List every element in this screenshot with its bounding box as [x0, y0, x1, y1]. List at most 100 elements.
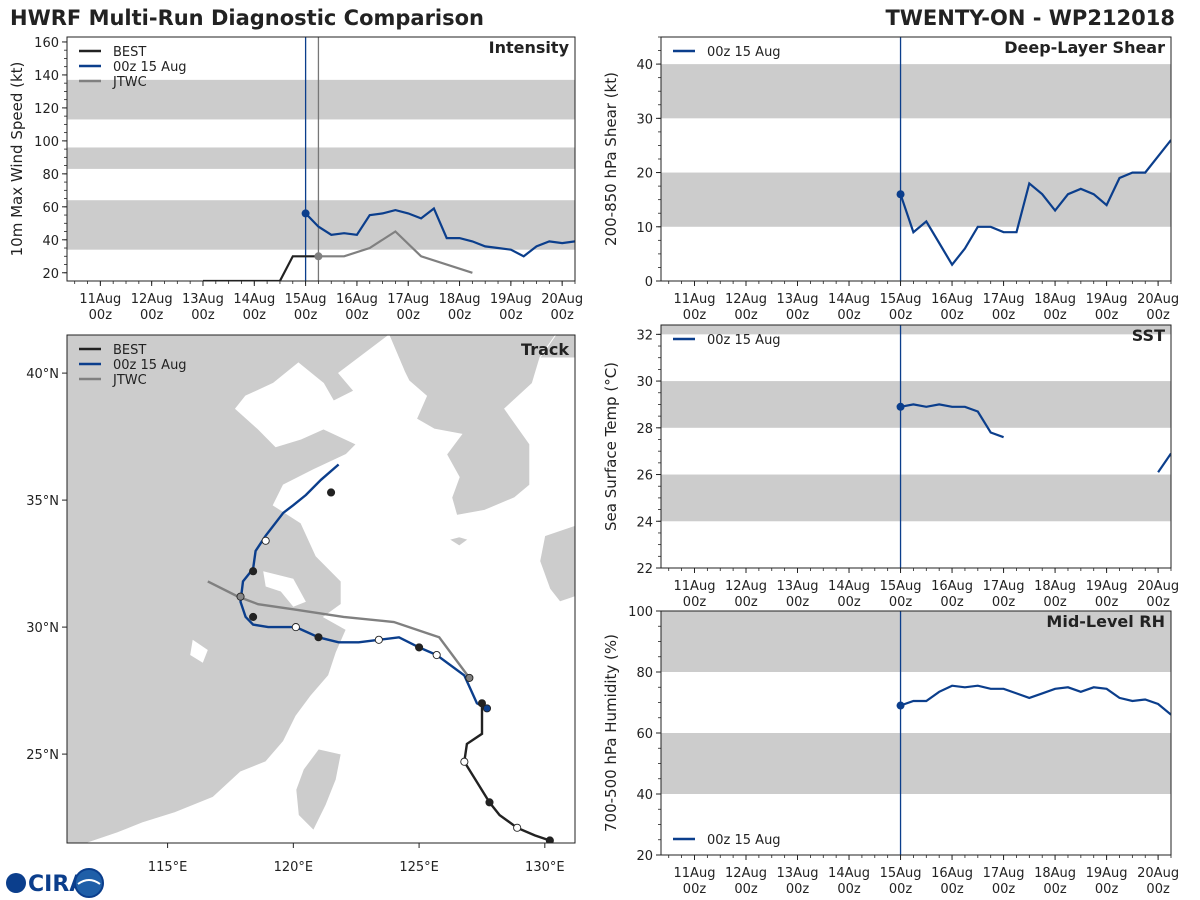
sst-panel: 22242628303211Aug00z12Aug00z13Aug00z14Au… [602, 324, 1179, 610]
intensity-xtick-label: 00z [294, 308, 318, 323]
sst-xtick-label: 00z [837, 595, 861, 610]
rh-ytick-label: 40 [636, 788, 653, 803]
intensity-legend-label: 00z 15 Aug [113, 60, 187, 75]
intensity-panel: 2040608010012014016011Aug00z12Aug00z13Au… [8, 36, 583, 323]
rh-band-0 [661, 733, 1171, 794]
rh-xtick-label: 13Aug [777, 866, 819, 881]
shear-band-1 [661, 64, 1171, 119]
intensity-ylabel: 10m Max Wind Speed (kt) [8, 62, 26, 257]
intensity-xtick-label: 00z [89, 308, 113, 323]
rh-xtick-label: 11Aug [674, 866, 716, 881]
intensity-ytick-label: 160 [34, 36, 59, 51]
intensity-legend-label: BEST [113, 45, 146, 60]
sst-ytick-label: 32 [636, 328, 653, 343]
track-lat-label: 30°N [26, 621, 59, 636]
sst-xtick-label: 16Aug [931, 579, 973, 594]
shear-series-hwrf-0 [899, 139, 1171, 267]
intensity-ytick-label: 80 [42, 168, 59, 183]
shear-ytick-label: 40 [636, 58, 653, 73]
sst-ylabel: Sea Surface Temp (°C) [602, 362, 620, 531]
track-position-marker [465, 673, 474, 682]
sst-band-2 [661, 325, 1171, 335]
track-position-marker [545, 836, 554, 843]
shear-series-hwrf-0-start-point [896, 190, 905, 199]
sst-xtick-label: 19Aug [1086, 579, 1128, 594]
intensity-series-jtwc-2 [318, 230, 473, 274]
shear-xtick-label: 00z [992, 308, 1016, 323]
track-position-marker [327, 488, 336, 497]
intensity-series-jtwc-2-start-point [314, 252, 323, 261]
sst-title: SST [1132, 326, 1165, 345]
rh-ytick-label: 20 [636, 849, 653, 864]
shear-ytick-label: 30 [636, 112, 653, 127]
intensity-series-hwrf-1-start-point [301, 209, 310, 218]
sst-xtick-label: 00z [1043, 595, 1067, 610]
shear-xtick-label: 17Aug [983, 292, 1025, 307]
rh-xtick-label: 00z [734, 882, 758, 897]
intensity-xtick-label: 11Aug [79, 292, 121, 307]
sst-xtick-label: 20Aug [1137, 579, 1179, 594]
sst-ytick-label: 28 [636, 422, 653, 437]
sst-series-hwrf-0-start-point [896, 402, 905, 411]
shear-xtick-label: 12Aug [725, 292, 767, 307]
sst-xtick-label: 00z [683, 595, 707, 610]
jeju-island [448, 536, 469, 547]
intensity-xtick-label: 00z [499, 308, 523, 323]
cira-logo: CIRA [6, 868, 104, 898]
intensity-series-hwrf-1 [304, 206, 575, 258]
track-position-marker [291, 623, 300, 632]
rh-xtick-label: 12Aug [725, 866, 767, 881]
track-position-marker [460, 757, 469, 766]
rh-band-1 [661, 611, 1171, 672]
storm-id-title: TWENTY-ON - WP212018 [885, 6, 1175, 30]
rh-xtick-label: 17Aug [983, 866, 1025, 881]
rh-panel: 2040608010011Aug00z12Aug00z13Aug00z14Aug… [602, 605, 1179, 897]
border-line-0 [388, 335, 405, 371]
intensity-band-1 [67, 147, 575, 169]
track-lon-label: 130°E [525, 860, 565, 875]
track-position-marker [415, 643, 424, 652]
intensity-xtick-label: 00z [243, 308, 267, 323]
taiwan-island [295, 748, 342, 831]
sst-xtick-label: 18Aug [1034, 579, 1076, 594]
figure-title: HWRF Multi-Run Diagnostic Comparison [10, 6, 484, 30]
shear-ytick-label: 10 [636, 221, 653, 236]
intensity-legend-label: JTWC [112, 75, 147, 90]
rh-xtick-label: 00z [889, 882, 913, 897]
intensity-band-2 [67, 79, 575, 120]
intensity-xtick-label: 00z [191, 308, 215, 323]
shear-ytick-label: 0 [645, 275, 653, 290]
rh-xtick-label: 00z [837, 882, 861, 897]
shear-xtick-label: 11Aug [674, 292, 716, 307]
lake-0 [263, 571, 306, 607]
intensity-ytick-label: 60 [42, 201, 59, 216]
intensity-xtick-label: 19Aug [490, 292, 532, 307]
sst-ytick-label: 30 [636, 375, 653, 390]
rh-title: Mid-Level RH [1046, 612, 1165, 631]
intensity-title: Intensity [489, 38, 570, 57]
sst-xtick-label: 12Aug [725, 579, 767, 594]
rh-xtick-label: 00z [1043, 882, 1067, 897]
rh-xtick-label: 00z [1095, 882, 1119, 897]
track-frame [66, 334, 576, 844]
sst-xtick-label: 15Aug [880, 579, 922, 594]
shear-xtick-label: 00z [837, 308, 861, 323]
sst-xtick-label: 00z [1095, 595, 1119, 610]
intensity-xtick-label: 00z [140, 308, 164, 323]
rh-xtick-label: 18Aug [1034, 866, 1076, 881]
intensity-xtick-label: 00z [550, 308, 574, 323]
track-position-marker [374, 635, 383, 644]
shear-xtick-label: 00z [1146, 308, 1170, 323]
track-lon-label: 125°E [399, 860, 439, 875]
rh-series-hwrf-0-start-point [896, 701, 905, 710]
shear-xtick-label: 18Aug [1034, 292, 1076, 307]
rh-xtick-label: 00z [683, 882, 707, 897]
sst-xtick-label: 00z [734, 595, 758, 610]
sst-xtick-label: 13Aug [777, 579, 819, 594]
lake-1 [190, 639, 208, 663]
track-position-marker [485, 798, 494, 807]
rh-xtick-label: 14Aug [828, 866, 870, 881]
border-line-1 [539, 335, 557, 359]
intensity-xtick-label: 00z [345, 308, 369, 323]
shear-xtick-label: 19Aug [1086, 292, 1128, 307]
